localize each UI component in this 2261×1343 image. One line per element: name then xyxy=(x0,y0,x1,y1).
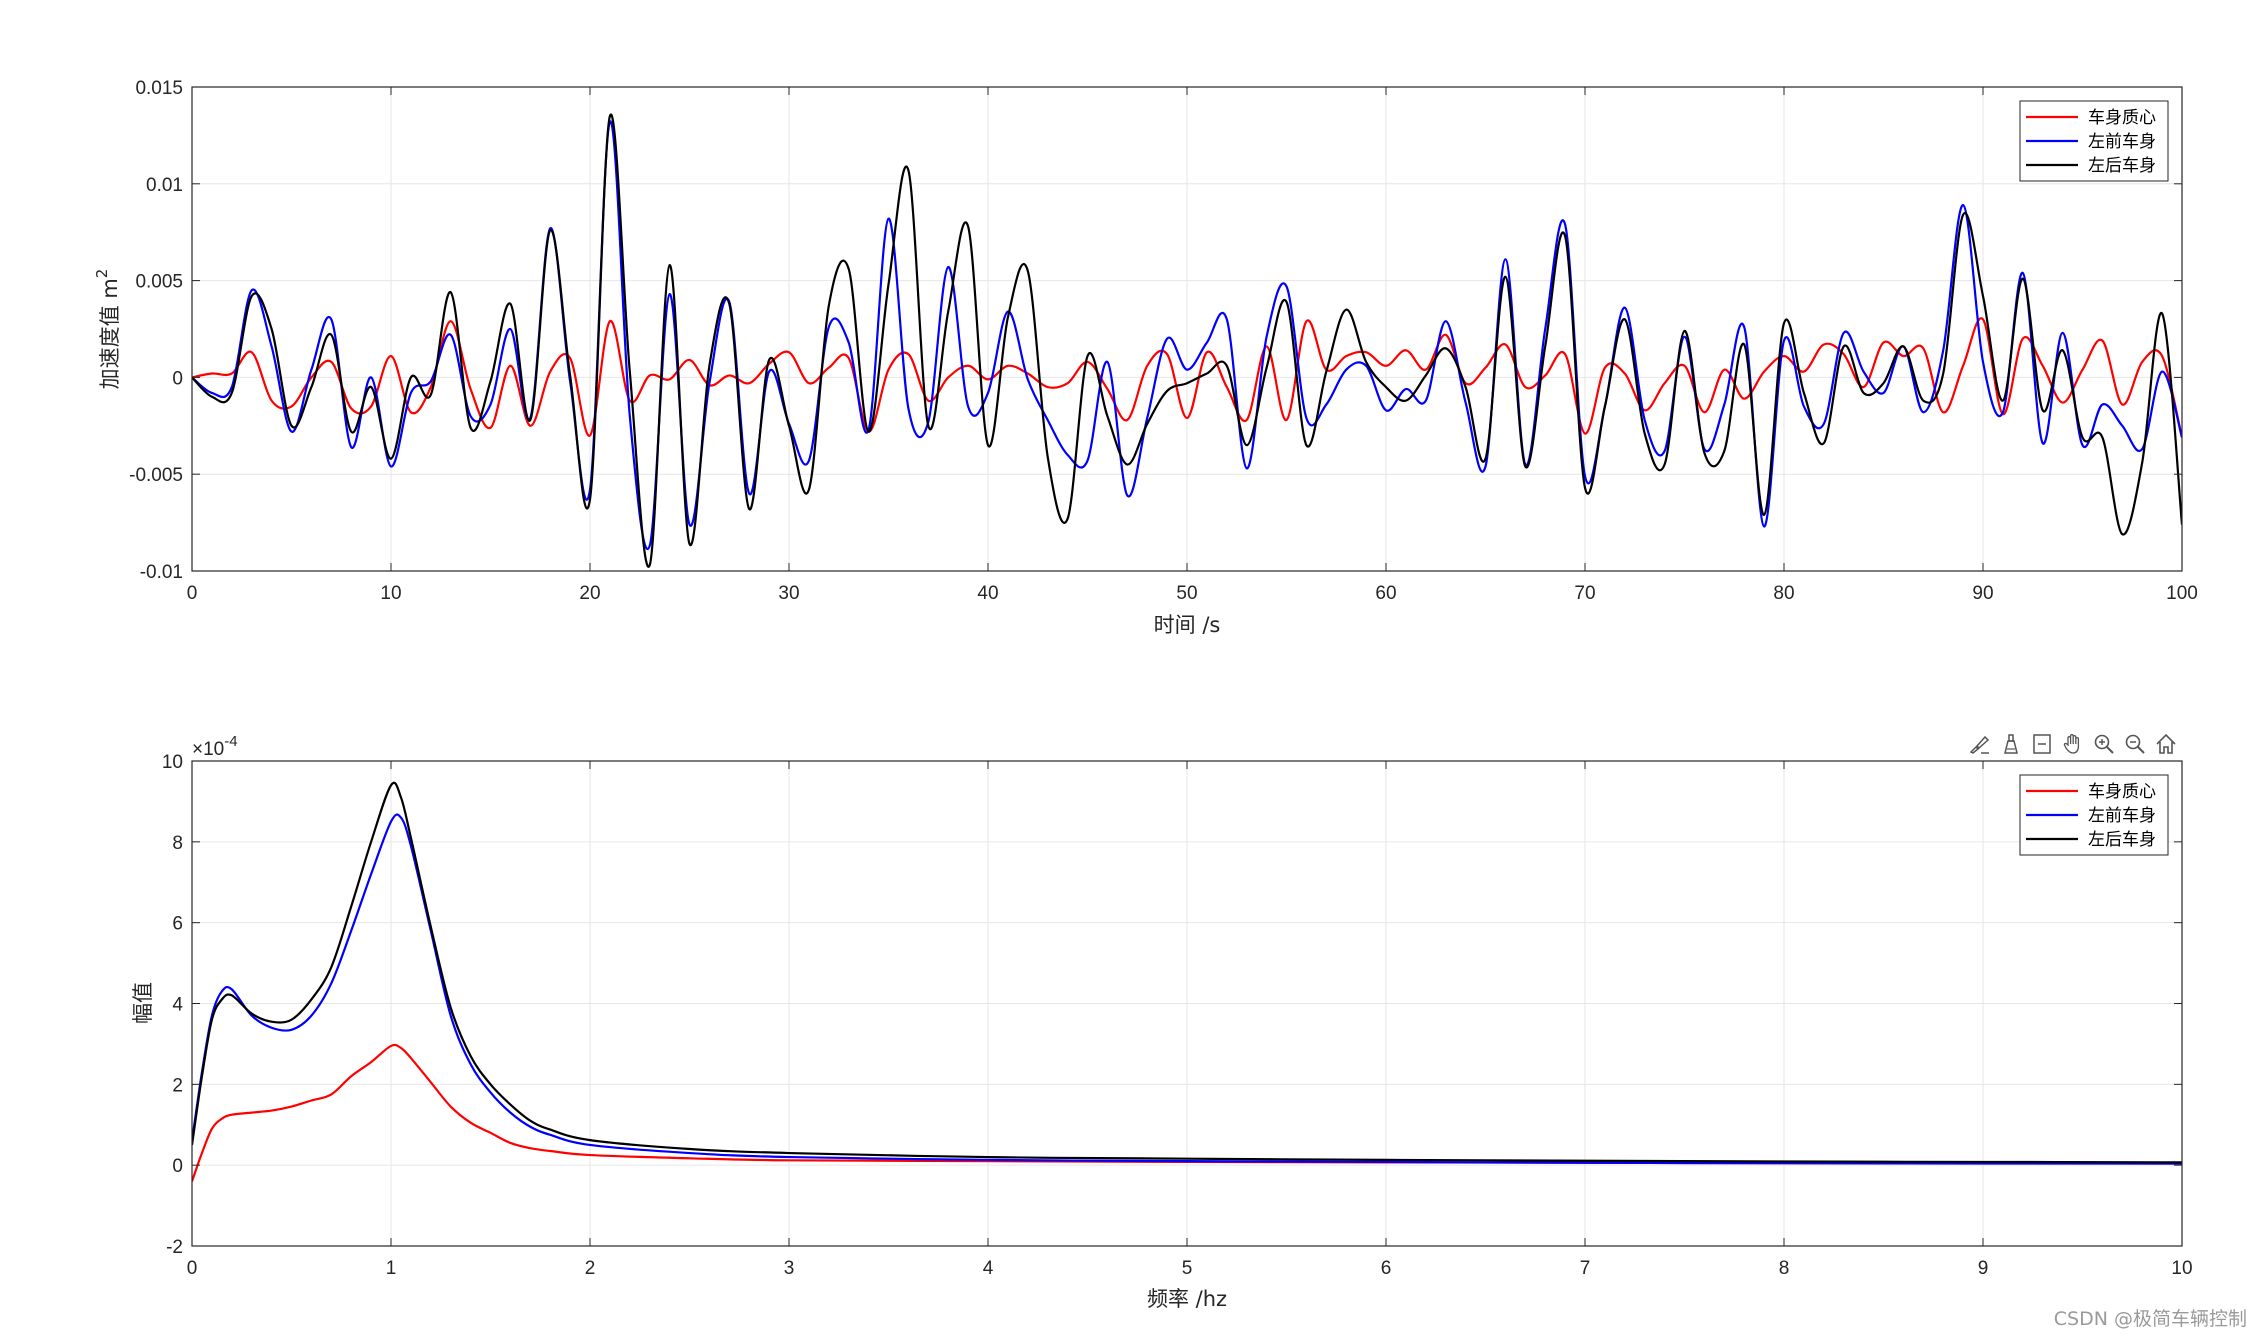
legend-entry-label: 左后车身 xyxy=(2088,830,2156,850)
y-tick-label: -2 xyxy=(166,1237,183,1258)
legend-entry-label: 车身质心 xyxy=(2088,782,2156,802)
x-tick-label: 2 xyxy=(585,1258,596,1279)
y-tick-label: 2 xyxy=(172,1075,183,1096)
x-tick-label: 70 xyxy=(1574,583,1595,604)
y-tick-label: 10 xyxy=(162,752,183,773)
x-tick-label: 50 xyxy=(1176,583,1197,604)
x-axis-label: 时间 /s xyxy=(1154,613,1221,637)
home-icon[interactable] xyxy=(2152,730,2179,757)
x-tick-label: 30 xyxy=(778,583,799,604)
x-tick-label: 3 xyxy=(784,1258,795,1279)
y-tick-label: 4 xyxy=(172,995,183,1016)
exponent-base: ×10 xyxy=(192,739,224,760)
restore-icon[interactable] xyxy=(2028,730,2055,757)
series-line-3 xyxy=(192,113,2182,568)
zoom-out-icon[interactable] xyxy=(2121,730,2148,757)
x-tick-label: 9 xyxy=(1978,1258,1989,1279)
y-axis-label: 加速度值 m2 xyxy=(93,269,122,390)
series-line-3 xyxy=(192,781,2182,1164)
series-lines xyxy=(192,113,2182,568)
x-tick-label: 5 xyxy=(1182,1258,1193,1279)
x-tick-label: 0 xyxy=(187,1258,198,1279)
y-tick-label: -0.01 xyxy=(140,562,183,583)
x-tick-label: 6 xyxy=(1381,1258,1392,1279)
y-tick-label: 0.01 xyxy=(146,175,183,196)
x-tick-label: 10 xyxy=(380,583,401,604)
x-tick-label: 1 xyxy=(386,1258,397,1279)
series-line-2 xyxy=(192,120,2182,550)
watermark: CSDN @极简车辆控制 xyxy=(2053,1308,2247,1330)
axes-toolbar xyxy=(1966,730,2179,760)
y-axis-label: 幅值 xyxy=(131,982,155,1024)
exponent-label: ×10-4 xyxy=(192,733,238,760)
x-tick-label: 7 xyxy=(1580,1258,1591,1279)
legend-entry-label: 左后车身 xyxy=(2088,156,2156,176)
y-axis-label-superscript: 2 xyxy=(93,269,111,279)
series-line-2 xyxy=(192,813,2182,1165)
x-tick-label: 10 xyxy=(2171,1258,2192,1279)
legend-entry-label: 左前车身 xyxy=(2088,806,2156,826)
x-tick-label: 60 xyxy=(1375,583,1396,604)
y-tick-label: 0.005 xyxy=(135,272,183,293)
data-tip-icon[interactable] xyxy=(1997,730,2024,757)
x-tick-label: 8 xyxy=(1779,1258,1790,1279)
time-domain-axes: 0 10 20 30 40 50 60 70 80 90 100 -0.01 -0.005 0 0.005 0… xyxy=(93,78,2198,637)
tick-labels: 0 10 20 30 40 50 60 70 80 90 100 -0.01 -0.005 0 0.005 0… xyxy=(129,78,2198,604)
x-tick-label: 100 xyxy=(2166,583,2198,604)
x-tick-label: 0 xyxy=(187,583,198,604)
y-tick-label: 6 xyxy=(172,914,183,935)
exponent-power: -4 xyxy=(224,733,237,750)
x-axis-label: 频率 /hz xyxy=(1147,1287,1227,1311)
y-tick-label: 8 xyxy=(172,833,183,854)
x-tick-label: 4 xyxy=(983,1258,994,1279)
y-tick-label: 0 xyxy=(172,1156,183,1177)
legend-entry-label: 左前车身 xyxy=(2088,132,2156,152)
series-lines xyxy=(192,781,2182,1182)
legend-entry-label: 车身质心 xyxy=(2088,108,2156,128)
y-axis-label-main: 加速度值 m xyxy=(98,278,122,389)
zoom-in-icon[interactable] xyxy=(2090,730,2117,757)
pan-hand-icon[interactable] xyxy=(2059,730,2086,757)
x-tick-label: 80 xyxy=(1773,583,1794,604)
y-tick-label: -0.005 xyxy=(129,465,183,486)
x-tick-label: 90 xyxy=(1972,583,1993,604)
x-tick-label: 20 xyxy=(579,583,600,604)
y-tick-label: 0 xyxy=(172,368,183,389)
brush-icon[interactable] xyxy=(1966,730,1993,757)
y-tick-label: 0.015 xyxy=(135,78,183,99)
x-tick-label: 40 xyxy=(977,583,998,604)
